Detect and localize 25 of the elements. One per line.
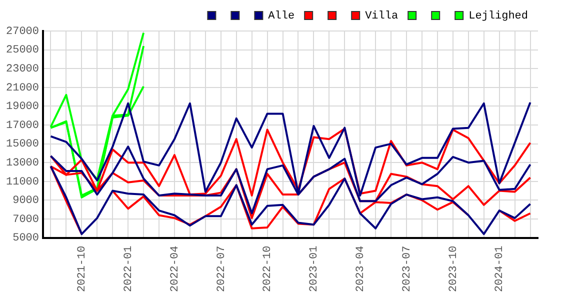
x-tick-label: 2022-04 (169, 245, 182, 292)
x-tick-label: 2024-01 (494, 245, 506, 292)
y-tick-label: 15000 (6, 138, 40, 151)
y-tick-label: 7000 (12, 214, 40, 226)
legend-label: Alle (268, 10, 295, 22)
y-tick-label: 11000 (6, 176, 40, 188)
y-tick-label: 23000 (6, 64, 40, 76)
legend-label: Lejlighed (468, 10, 528, 22)
y-tick-label: 9000 (12, 195, 40, 208)
x-tick-label: 2023-10 (448, 246, 460, 292)
y-tick-label: 13000 (6, 158, 40, 170)
x-tick-label: 2022-07 (216, 246, 228, 292)
y-tick-label: 5000 (12, 232, 40, 245)
x-tick-label: 2022-01 (122, 245, 135, 292)
x-tick-label: 2022-10 (262, 246, 274, 292)
y-tick-label: 27000 (6, 26, 40, 38)
x-tick-label: 2021-10 (76, 246, 89, 292)
x-tick-label: 2023-07 (401, 246, 414, 292)
y-tick-label: 19000 (6, 101, 40, 114)
x-tick-label: 2023-01 (308, 245, 321, 292)
legend-label: Villa (365, 10, 398, 22)
y-tick-label: 21000 (6, 82, 40, 94)
y-tick-label: 17000 (6, 120, 40, 132)
y-tick-label: 25000 (6, 44, 40, 57)
x-tick-label: 2023-04 (355, 245, 368, 292)
